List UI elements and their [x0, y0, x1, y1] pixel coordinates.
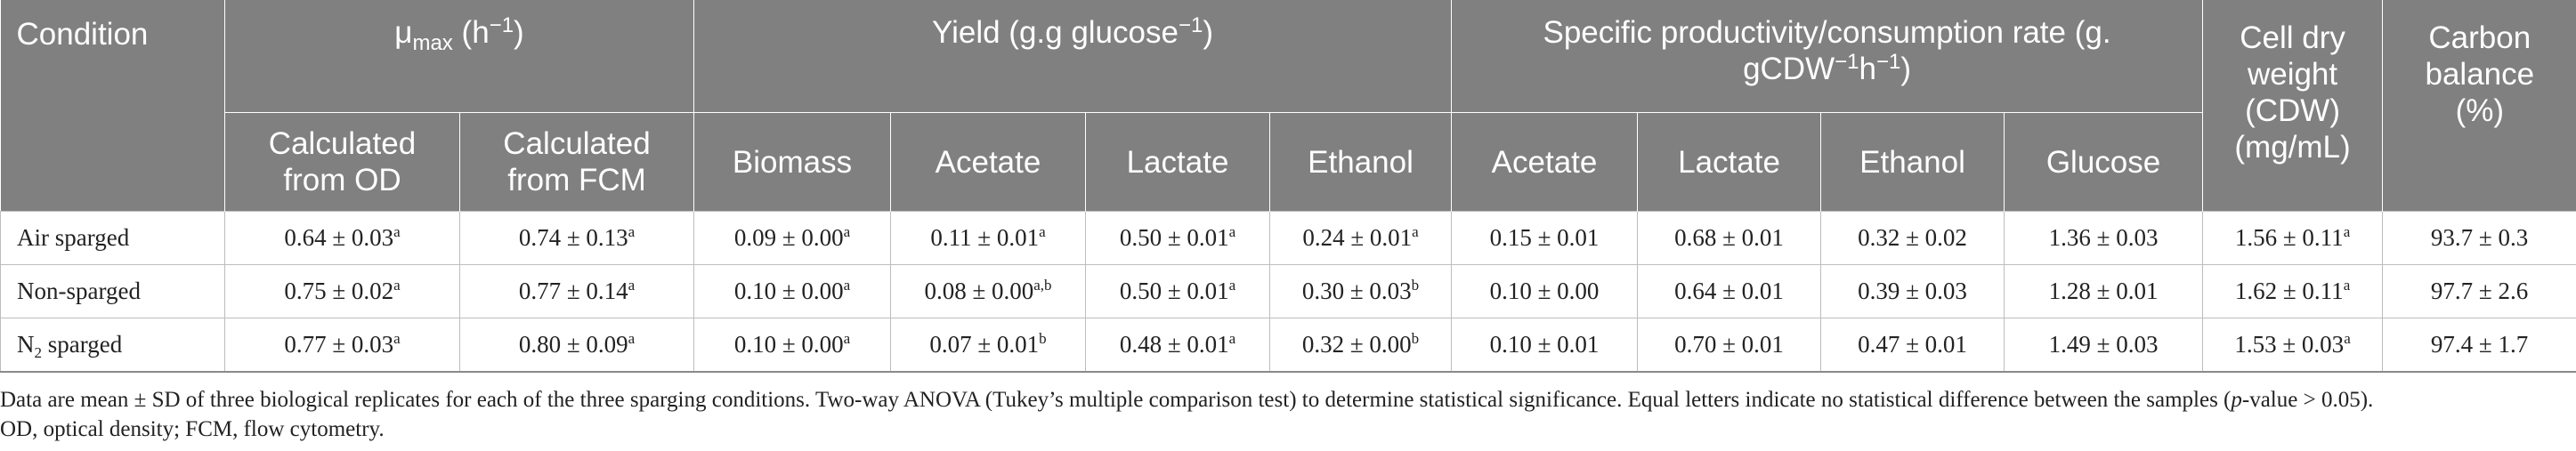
header-specific-productivity: Specific productivity/consumption rate (… — [1451, 0, 2204, 113]
header-yield-acetate: Acetate — [890, 112, 1086, 212]
header-yield-biomass: Biomass — [693, 112, 891, 212]
header-condition: Condition — [0, 0, 225, 212]
cell-carbon-balance: 93.7 ± 0.3 — [2382, 211, 2576, 265]
cell-yield-acetate: 0.07 ± 0.01b — [890, 318, 1086, 373]
row-label: Non-sparged — [0, 264, 225, 318]
cell-rate-ethanol: 0.47 ± 0.01 — [1820, 318, 2005, 373]
cell-rate-lactate: 0.68 ± 0.01 — [1637, 211, 1822, 265]
footnote-text: Data are mean ± SD of three biological r… — [0, 388, 2232, 412]
cell-yield-ethanol: 0.24 ± 0.01a — [1268, 211, 1453, 265]
cell-rate-ethanol: 0.32 ± 0.02 — [1820, 211, 2005, 265]
header-calc-from-od: Calculated from OD — [224, 112, 460, 212]
header-yield-lactate: Lactate — [1085, 112, 1270, 212]
header-yield-ethanol: Ethanol — [1268, 112, 1453, 212]
cell-yield-acetate: 0.11 ± 0.01a — [890, 211, 1086, 265]
header-yield: Yield (g.g glucose−1) — [693, 0, 1453, 113]
cell-rate-lactate: 0.70 ± 0.01 — [1637, 318, 1822, 373]
cell-mu-fcm: 0.77 ± 0.14a — [459, 264, 694, 318]
cell-mu-fcm: 0.74 ± 0.13a — [459, 211, 694, 265]
cell-mu-od: 0.77 ± 0.03a — [224, 318, 460, 373]
header-rate-ethanol: Ethanol — [1820, 112, 2005, 212]
footnote-abbreviations: OD, optical density; FCM, flow cytometry… — [0, 417, 385, 441]
cell-cdw: 1.56 ± 0.11a — [2202, 211, 2384, 265]
cell-rate-acetate: 0.10 ± 0.01 — [1451, 318, 1639, 373]
cell-yield-lactate: 0.50 ± 0.01a — [1085, 264, 1270, 318]
row-label: Air sparged — [0, 211, 225, 265]
results-table: Condition μmax (h−1) Yield (g.g glucose−… — [0, 0, 2576, 373]
cell-yield-ethanol: 0.32 ± 0.00b — [1268, 318, 1453, 373]
cell-mu-od: 0.75 ± 0.02a — [224, 264, 460, 318]
cell-cdw: 1.62 ± 0.11a — [2202, 264, 2384, 318]
table-body: Air sparged 0.64 ± 0.03a 0.74 ± 0.13a 0.… — [0, 211, 2576, 373]
table-row: Air sparged 0.64 ± 0.03a 0.74 ± 0.13a 0.… — [0, 211, 2576, 265]
header-calc-from-fcm: Calculated from FCM — [459, 112, 694, 212]
cell-yield-ethanol: 0.30 ± 0.03b — [1268, 264, 1453, 318]
table-footnote: Data are mean ± SD of three biological r… — [0, 373, 2555, 444]
cell-carbon-balance: 97.4 ± 1.7 — [2382, 318, 2576, 373]
cell-yield-biomass: 0.09 ± 0.00a — [693, 211, 891, 265]
row-label: N2 sparged — [0, 318, 225, 373]
cell-rate-glucose: 1.36 ± 0.03 — [2004, 211, 2204, 265]
cell-mu-fcm: 0.80 ± 0.09a — [459, 318, 694, 373]
cell-rate-glucose: 1.49 ± 0.03 — [2004, 318, 2204, 373]
cell-yield-acetate: 0.08 ± 0.00a,b — [890, 264, 1086, 318]
footnote-text-end: -value > 0.05). — [2241, 388, 2374, 412]
cell-rate-ethanol: 0.39 ± 0.03 — [1820, 264, 2005, 318]
header-cell-dry-weight: Cell dry weight (CDW) (mg/mL) — [2202, 0, 2384, 212]
cell-rate-lactate: 0.64 ± 0.01 — [1637, 264, 1822, 318]
cell-yield-lactate: 0.48 ± 0.01a — [1085, 318, 1270, 373]
header-rate-lactate: Lactate — [1637, 112, 1822, 212]
cell-rate-acetate: 0.15 ± 0.01 — [1451, 211, 1639, 265]
header-mu-max: μmax (h−1) — [224, 0, 694, 113]
cell-rate-acetate: 0.10 ± 0.00 — [1451, 264, 1639, 318]
header-carbon-balance: Carbon balance (%) — [2382, 0, 2576, 212]
cell-yield-biomass: 0.10 ± 0.00a — [693, 264, 891, 318]
cell-mu-od: 0.64 ± 0.03a — [224, 211, 460, 265]
footnote-p-italic: p — [2231, 388, 2242, 412]
cell-cdw: 1.53 ± 0.03a — [2202, 318, 2384, 373]
cell-carbon-balance: 97.7 ± 2.6 — [2382, 264, 2576, 318]
cell-rate-glucose: 1.28 ± 0.01 — [2004, 264, 2204, 318]
cell-yield-lactate: 0.50 ± 0.01a — [1085, 211, 1270, 265]
header-rate-acetate: Acetate — [1451, 112, 1639, 212]
table-row: N2 sparged 0.77 ± 0.03a 0.80 ± 0.09a 0.1… — [0, 318, 2576, 373]
table-row: Non-sparged 0.75 ± 0.02a 0.77 ± 0.14a 0.… — [0, 264, 2576, 318]
header-rate-glucose: Glucose — [2004, 112, 2204, 212]
cell-yield-biomass: 0.10 ± 0.00a — [693, 318, 891, 373]
